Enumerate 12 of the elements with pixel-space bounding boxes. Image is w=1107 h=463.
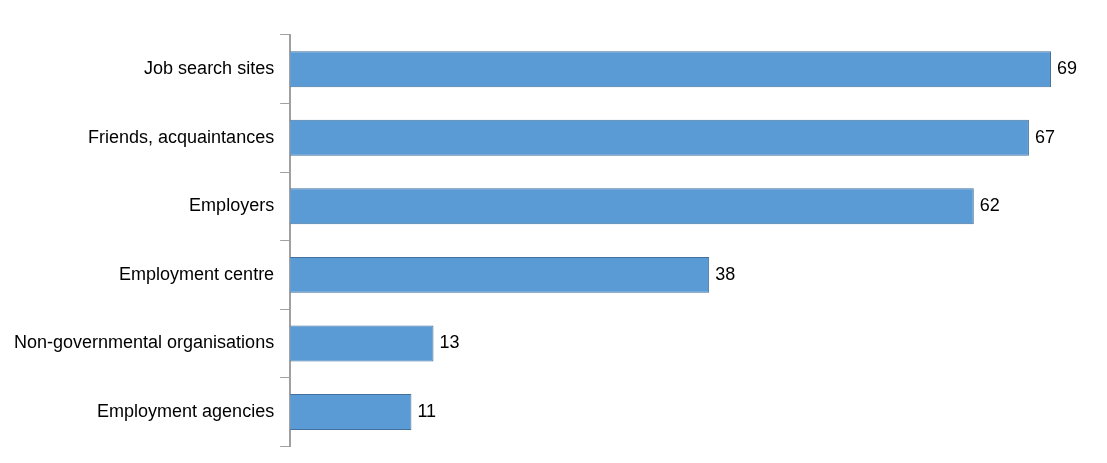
data-label: 62 (979, 195, 1000, 216)
y-tick-label: Employment centre (119, 263, 275, 284)
data-label: 38 (715, 263, 736, 284)
data-label: 11 (417, 400, 437, 421)
data-label: 13 (439, 332, 460, 353)
data-label: 67 (1034, 126, 1055, 147)
y-tick-label: Non-governmental organisations (13, 332, 275, 353)
y-tick-label: Employers (189, 195, 275, 216)
y-tick-label: Employment agencies (97, 400, 275, 421)
data-label: 69 (1056, 58, 1077, 79)
y-tick-label: Job search sites (144, 58, 275, 79)
y-tick-label: Friends, acquaintances (88, 126, 275, 147)
